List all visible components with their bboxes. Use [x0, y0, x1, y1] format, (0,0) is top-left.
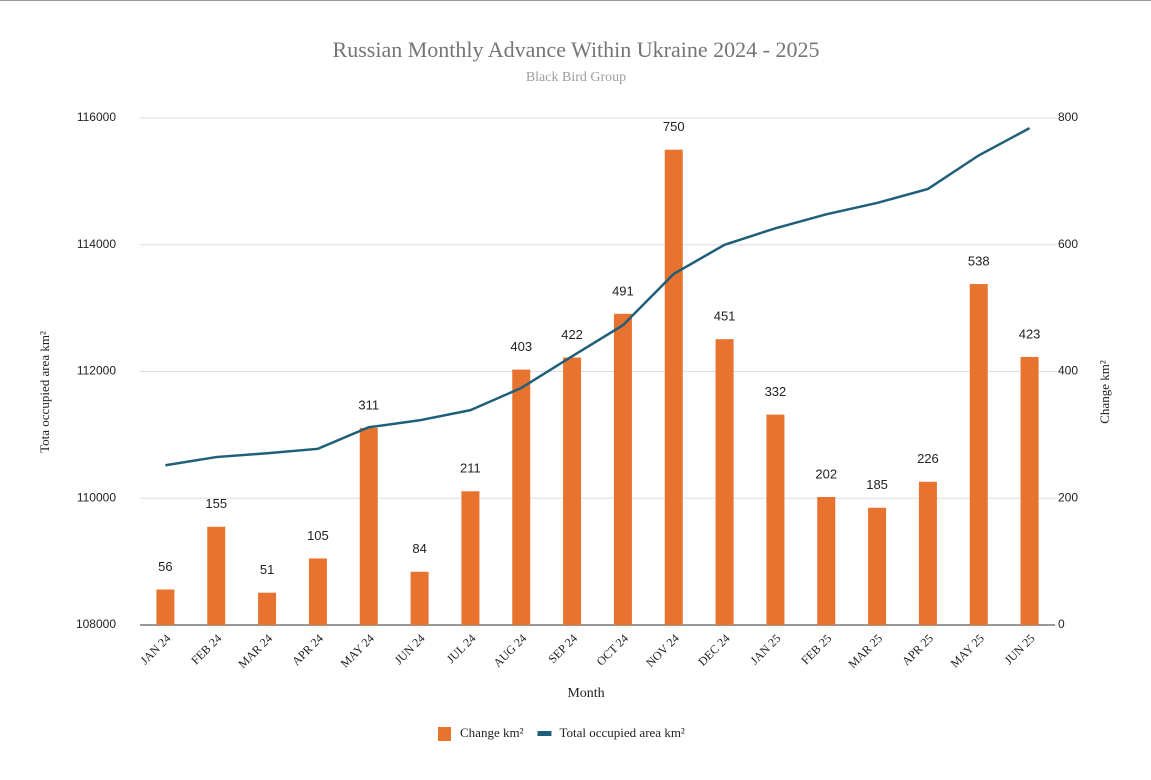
bar: [258, 592, 277, 625]
x-tick-label: JUL 24: [444, 631, 479, 666]
y2-tick-label: 0: [1058, 617, 1065, 631]
y-tick-label: 112000: [77, 364, 116, 378]
x-tick-label: FEB 25: [798, 631, 834, 667]
legend-label: Change km²: [460, 725, 524, 740]
y-tick-label: 108000: [76, 617, 116, 631]
legend: Change km² Total occupied area km²: [438, 725, 685, 741]
x-tick-label: FEB 24: [188, 631, 224, 667]
y-axis-label: Tota occupied area km²: [37, 331, 52, 453]
x-tick-label: NOV 24: [643, 631, 682, 670]
legend-label: Total occupied area km²: [559, 725, 684, 740]
bar: [359, 427, 378, 625]
x-tick-label: DEC 24: [695, 631, 732, 668]
y2-axis-label: Change km²: [1097, 360, 1112, 424]
data-label: 84: [412, 541, 426, 556]
data-label: 51: [260, 562, 274, 577]
bar: [613, 313, 632, 625]
x-tick-label: OCT 24: [594, 631, 631, 668]
bar: [156, 589, 175, 625]
bar: [766, 414, 785, 625]
y-tick-label: 116000: [77, 110, 116, 124]
data-label: 185: [866, 477, 888, 492]
data-label: 211: [460, 461, 481, 476]
bar: [664, 149, 683, 625]
bar: [308, 558, 327, 625]
data-label: 155: [205, 496, 227, 511]
bar: [410, 571, 429, 625]
x-tick-label: AUG 24: [490, 631, 529, 670]
x-tick-label: MAR 24: [235, 631, 275, 671]
data-label: 202: [815, 466, 837, 481]
y2-tick-label: 200: [1058, 490, 1078, 504]
x-tick-label: APR 24: [289, 631, 326, 668]
y2-tick-label: 400: [1058, 364, 1078, 378]
bar: [461, 491, 480, 625]
line: [165, 127, 1031, 467]
x-tick-label: JAN 24: [137, 631, 173, 667]
data-label: 423: [1019, 326, 1041, 341]
x-tick-label: MAR 25: [845, 631, 885, 671]
bar: [563, 357, 582, 625]
bar: [715, 339, 734, 625]
chart-subtitle: Black Bird Group: [526, 70, 626, 85]
bar: [512, 369, 531, 625]
x-axis-label: Month: [567, 686, 604, 701]
x-tick-label: JAN 25: [747, 631, 783, 667]
bar: [969, 284, 988, 625]
data-label: 750: [663, 119, 685, 134]
y-tick-label: 110000: [77, 490, 116, 504]
x-tick-label: MAY 25: [948, 631, 987, 670]
bar: [868, 507, 887, 625]
data-label: 332: [765, 384, 787, 399]
data-label: 403: [510, 339, 532, 354]
data-label: 56: [158, 559, 172, 574]
legend-swatch: [537, 731, 552, 736]
bar: [817, 496, 836, 625]
data-label: 311: [358, 397, 379, 412]
data-label: 451: [714, 309, 736, 324]
bar: [918, 481, 937, 625]
data-label: 422: [561, 327, 583, 342]
data-label: 538: [968, 253, 990, 268]
x-tick-label: MAY 24: [338, 631, 377, 670]
y2-tick-label: 600: [1058, 237, 1078, 251]
y-tick-label: 114000: [77, 237, 116, 251]
bar: [1020, 356, 1039, 625]
legend-swatch: [438, 727, 451, 741]
data-label: 226: [917, 451, 939, 466]
chart-title: Russian Monthly Advance Within Ukraine 2…: [333, 37, 820, 62]
x-tick-label: APR 25: [899, 631, 936, 668]
y2-tick-label: 800: [1058, 110, 1078, 124]
bar: [207, 526, 226, 625]
data-label: 105: [307, 528, 329, 543]
x-tick-label: JUN 25: [1002, 631, 1038, 667]
x-tick-label: JUN 24: [392, 631, 428, 667]
x-tick-label: SEP 24: [545, 631, 580, 666]
data-label: 491: [612, 283, 634, 298]
